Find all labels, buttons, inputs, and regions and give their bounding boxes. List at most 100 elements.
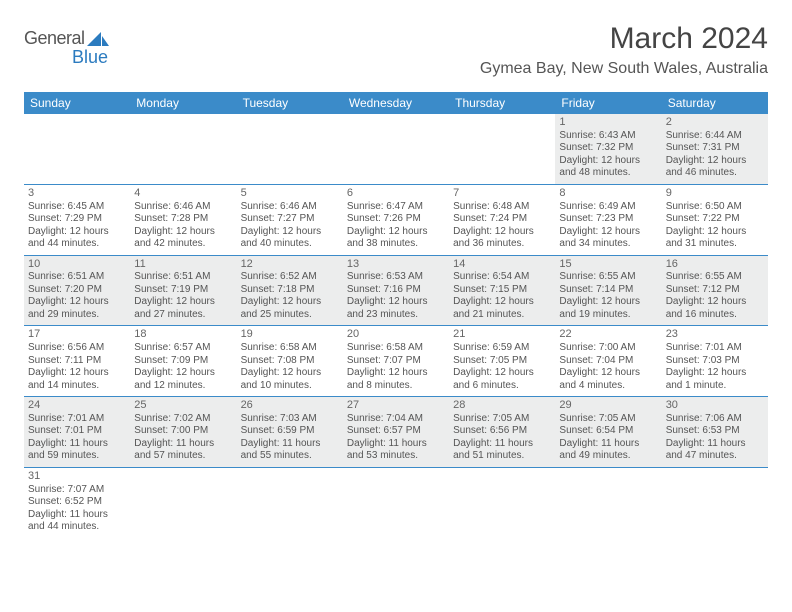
day-number: 20 <box>347 328 445 342</box>
sunset-text: Sunset: 7:14 PM <box>559 284 657 297</box>
sunrise-text: Sunrise: 7:07 AM <box>28 484 126 497</box>
calendar-day-empty <box>662 467 768 537</box>
day-number: 8 <box>559 187 657 201</box>
day-number: 9 <box>666 187 764 201</box>
day-number: 10 <box>28 258 126 272</box>
calendar-day: 7Sunrise: 6:48 AMSunset: 7:24 PMDaylight… <box>449 184 555 255</box>
header: General Blue March 2024 Gymea Bay, New S… <box>24 22 768 78</box>
daylight-text: Daylight: 12 hours <box>28 226 126 239</box>
sunset-text: Sunset: 6:52 PM <box>28 496 126 509</box>
sunset-text: Sunset: 7:31 PM <box>666 142 764 155</box>
weekday-header: Wednesday <box>343 92 449 114</box>
daylight-text: Daylight: 12 hours <box>134 296 232 309</box>
calendar-day: 2Sunrise: 6:44 AMSunset: 7:31 PMDaylight… <box>662 114 768 184</box>
daylight-text: and 21 minutes. <box>453 309 551 322</box>
sunset-text: Sunset: 7:03 PM <box>666 355 764 368</box>
day-number: 23 <box>666 328 764 342</box>
daylight-text: Daylight: 12 hours <box>559 296 657 309</box>
location-text: Gymea Bay, New South Wales, Australia <box>480 60 768 78</box>
daylight-text: and 16 minutes. <box>666 309 764 322</box>
sunrise-text: Sunrise: 6:46 AM <box>134 201 232 214</box>
sunset-text: Sunset: 7:11 PM <box>28 355 126 368</box>
calendar-day: 14Sunrise: 6:54 AMSunset: 7:15 PMDayligh… <box>449 255 555 326</box>
day-number: 12 <box>241 258 339 272</box>
sunrise-text: Sunrise: 6:51 AM <box>134 271 232 284</box>
daylight-text: Daylight: 12 hours <box>134 367 232 380</box>
calendar-day: 17Sunrise: 6:56 AMSunset: 7:11 PMDayligh… <box>24 326 130 397</box>
calendar-day: 18Sunrise: 6:57 AMSunset: 7:09 PMDayligh… <box>130 326 236 397</box>
day-number: 5 <box>241 187 339 201</box>
weekday-header: Monday <box>130 92 236 114</box>
weekday-header-row: SundayMondayTuesdayWednesdayThursdayFrid… <box>24 92 768 114</box>
sunset-text: Sunset: 7:29 PM <box>28 213 126 226</box>
sunset-text: Sunset: 7:27 PM <box>241 213 339 226</box>
daylight-text: Daylight: 11 hours <box>666 438 764 451</box>
calendar-day-empty <box>449 114 555 184</box>
daylight-text: and 4 minutes. <box>559 380 657 393</box>
daylight-text: Daylight: 12 hours <box>241 226 339 239</box>
sunset-text: Sunset: 7:15 PM <box>453 284 551 297</box>
daylight-text: Daylight: 12 hours <box>241 296 339 309</box>
sunset-text: Sunset: 7:07 PM <box>347 355 445 368</box>
daylight-text: and 49 minutes. <box>559 450 657 463</box>
month-title: March 2024 <box>480 22 768 56</box>
daylight-text: and 38 minutes. <box>347 238 445 251</box>
weekday-header: Saturday <box>662 92 768 114</box>
day-number: 27 <box>347 399 445 413</box>
daylight-text: and 6 minutes. <box>453 380 551 393</box>
daylight-text: Daylight: 12 hours <box>453 367 551 380</box>
logo: General Blue <box>24 28 111 68</box>
sunrise-text: Sunrise: 6:51 AM <box>28 271 126 284</box>
calendar-day: 13Sunrise: 6:53 AMSunset: 7:16 PMDayligh… <box>343 255 449 326</box>
day-number: 29 <box>559 399 657 413</box>
sunset-text: Sunset: 7:12 PM <box>666 284 764 297</box>
calendar-row: 3Sunrise: 6:45 AMSunset: 7:29 PMDaylight… <box>24 184 768 255</box>
calendar-row: 10Sunrise: 6:51 AMSunset: 7:20 PMDayligh… <box>24 255 768 326</box>
sunrise-text: Sunrise: 7:03 AM <box>241 413 339 426</box>
calendar-day: 8Sunrise: 6:49 AMSunset: 7:23 PMDaylight… <box>555 184 661 255</box>
sunset-text: Sunset: 7:16 PM <box>347 284 445 297</box>
calendar-day-empty <box>130 114 236 184</box>
sunrise-text: Sunrise: 6:56 AM <box>28 342 126 355</box>
daylight-text: and 44 minutes. <box>28 238 126 251</box>
sunrise-text: Sunrise: 7:02 AM <box>134 413 232 426</box>
day-number: 25 <box>134 399 232 413</box>
calendar-day: 23Sunrise: 7:01 AMSunset: 7:03 PMDayligh… <box>662 326 768 397</box>
day-number: 28 <box>453 399 551 413</box>
sunrise-text: Sunrise: 6:55 AM <box>559 271 657 284</box>
calendar-day: 4Sunrise: 6:46 AMSunset: 7:28 PMDaylight… <box>130 184 236 255</box>
sunrise-text: Sunrise: 6:55 AM <box>666 271 764 284</box>
daylight-text: and 59 minutes. <box>28 450 126 463</box>
calendar-day: 22Sunrise: 7:00 AMSunset: 7:04 PMDayligh… <box>555 326 661 397</box>
calendar-day: 5Sunrise: 6:46 AMSunset: 7:27 PMDaylight… <box>237 184 343 255</box>
sunrise-text: Sunrise: 6:46 AM <box>241 201 339 214</box>
daylight-text: and 46 minutes. <box>666 167 764 180</box>
daylight-text: Daylight: 12 hours <box>666 155 764 168</box>
daylight-text: Daylight: 12 hours <box>347 296 445 309</box>
calendar-day: 21Sunrise: 6:59 AMSunset: 7:05 PMDayligh… <box>449 326 555 397</box>
sunrise-text: Sunrise: 6:58 AM <box>347 342 445 355</box>
daylight-text: and 23 minutes. <box>347 309 445 322</box>
sunset-text: Sunset: 6:53 PM <box>666 425 764 438</box>
sunrise-text: Sunrise: 7:05 AM <box>453 413 551 426</box>
sunset-text: Sunset: 6:54 PM <box>559 425 657 438</box>
sunrise-text: Sunrise: 7:06 AM <box>666 413 764 426</box>
calendar-day: 26Sunrise: 7:03 AMSunset: 6:59 PMDayligh… <box>237 397 343 468</box>
sunrise-text: Sunrise: 7:05 AM <box>559 413 657 426</box>
sunrise-text: Sunrise: 6:48 AM <box>453 201 551 214</box>
daylight-text: Daylight: 11 hours <box>559 438 657 451</box>
daylight-text: and 10 minutes. <box>241 380 339 393</box>
calendar-day-empty <box>555 467 661 537</box>
day-number: 21 <box>453 328 551 342</box>
logo-text-general: General <box>24 28 85 49</box>
daylight-text: Daylight: 12 hours <box>28 367 126 380</box>
sunset-text: Sunset: 7:20 PM <box>28 284 126 297</box>
sunrise-text: Sunrise: 6:49 AM <box>559 201 657 214</box>
calendar-day: 12Sunrise: 6:52 AMSunset: 7:18 PMDayligh… <box>237 255 343 326</box>
day-number: 14 <box>453 258 551 272</box>
daylight-text: Daylight: 11 hours <box>347 438 445 451</box>
day-number: 15 <box>559 258 657 272</box>
daylight-text: Daylight: 12 hours <box>241 367 339 380</box>
sunset-text: Sunset: 6:59 PM <box>241 425 339 438</box>
daylight-text: Daylight: 12 hours <box>347 226 445 239</box>
